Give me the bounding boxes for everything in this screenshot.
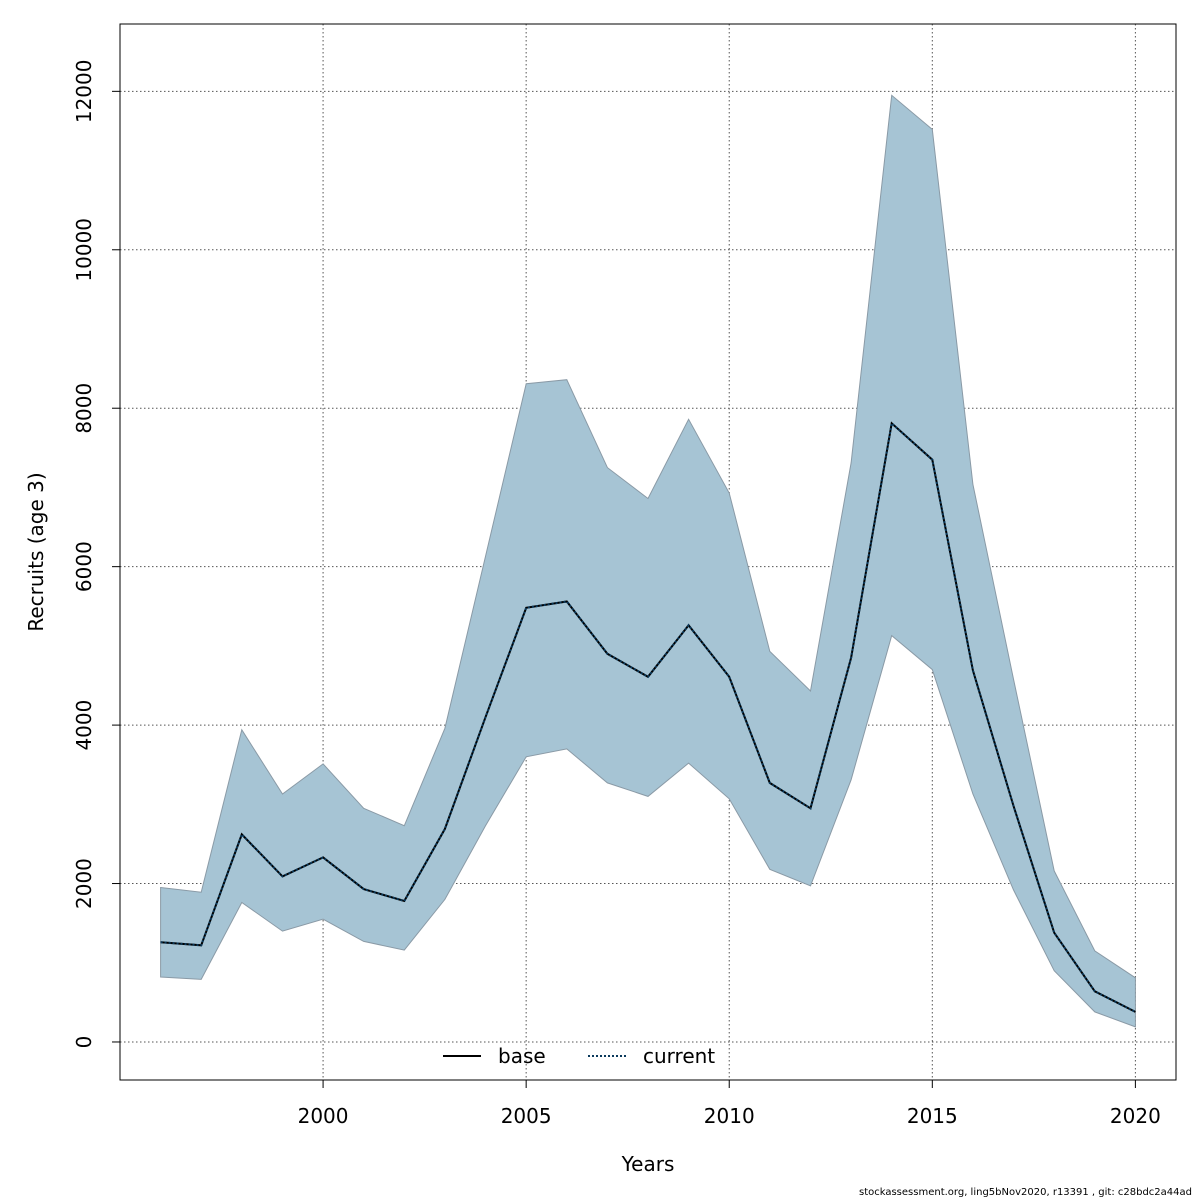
y-tick-label-2000: 2000 [72,858,96,909]
plot-frame [119,23,1177,1081]
legend-label-base: base [498,1044,546,1068]
y-tick-label-4000: 4000 [72,700,96,751]
y-tick-label-0: 0 [72,1036,96,1049]
footer-credit: stockassessment.org, ling5bNov2020, r133… [858,1187,1192,1198]
legend: base current [443,1044,715,1068]
y-tick-label-12000: 12000 [72,60,96,124]
x-tick-label-2015: 2015 [907,1104,958,1128]
series-line-current [160,421,1136,1013]
y-axis: 0 2000 4000 6000 8000 10000 12000 [72,60,120,1049]
x-tick-label-2005: 2005 [501,1104,552,1128]
y-axis-label: Recruits (age 3) [24,472,48,631]
y-tick-label-8000: 8000 [72,383,96,434]
x-tick-label-2010: 2010 [704,1104,755,1128]
x-axis-label: Years [621,1152,675,1176]
x-tick-label-2000: 2000 [298,1104,349,1128]
y-tick-label-10000: 10000 [72,218,96,282]
x-axis: 2000 2005 2010 2015 2020 [298,1080,1161,1128]
legend-label-current: current [643,1044,715,1068]
y-tick-label-6000: 6000 [72,541,96,592]
confidence-band [160,94,1136,1028]
x-tick-label-2020: 2020 [1110,1104,1161,1128]
